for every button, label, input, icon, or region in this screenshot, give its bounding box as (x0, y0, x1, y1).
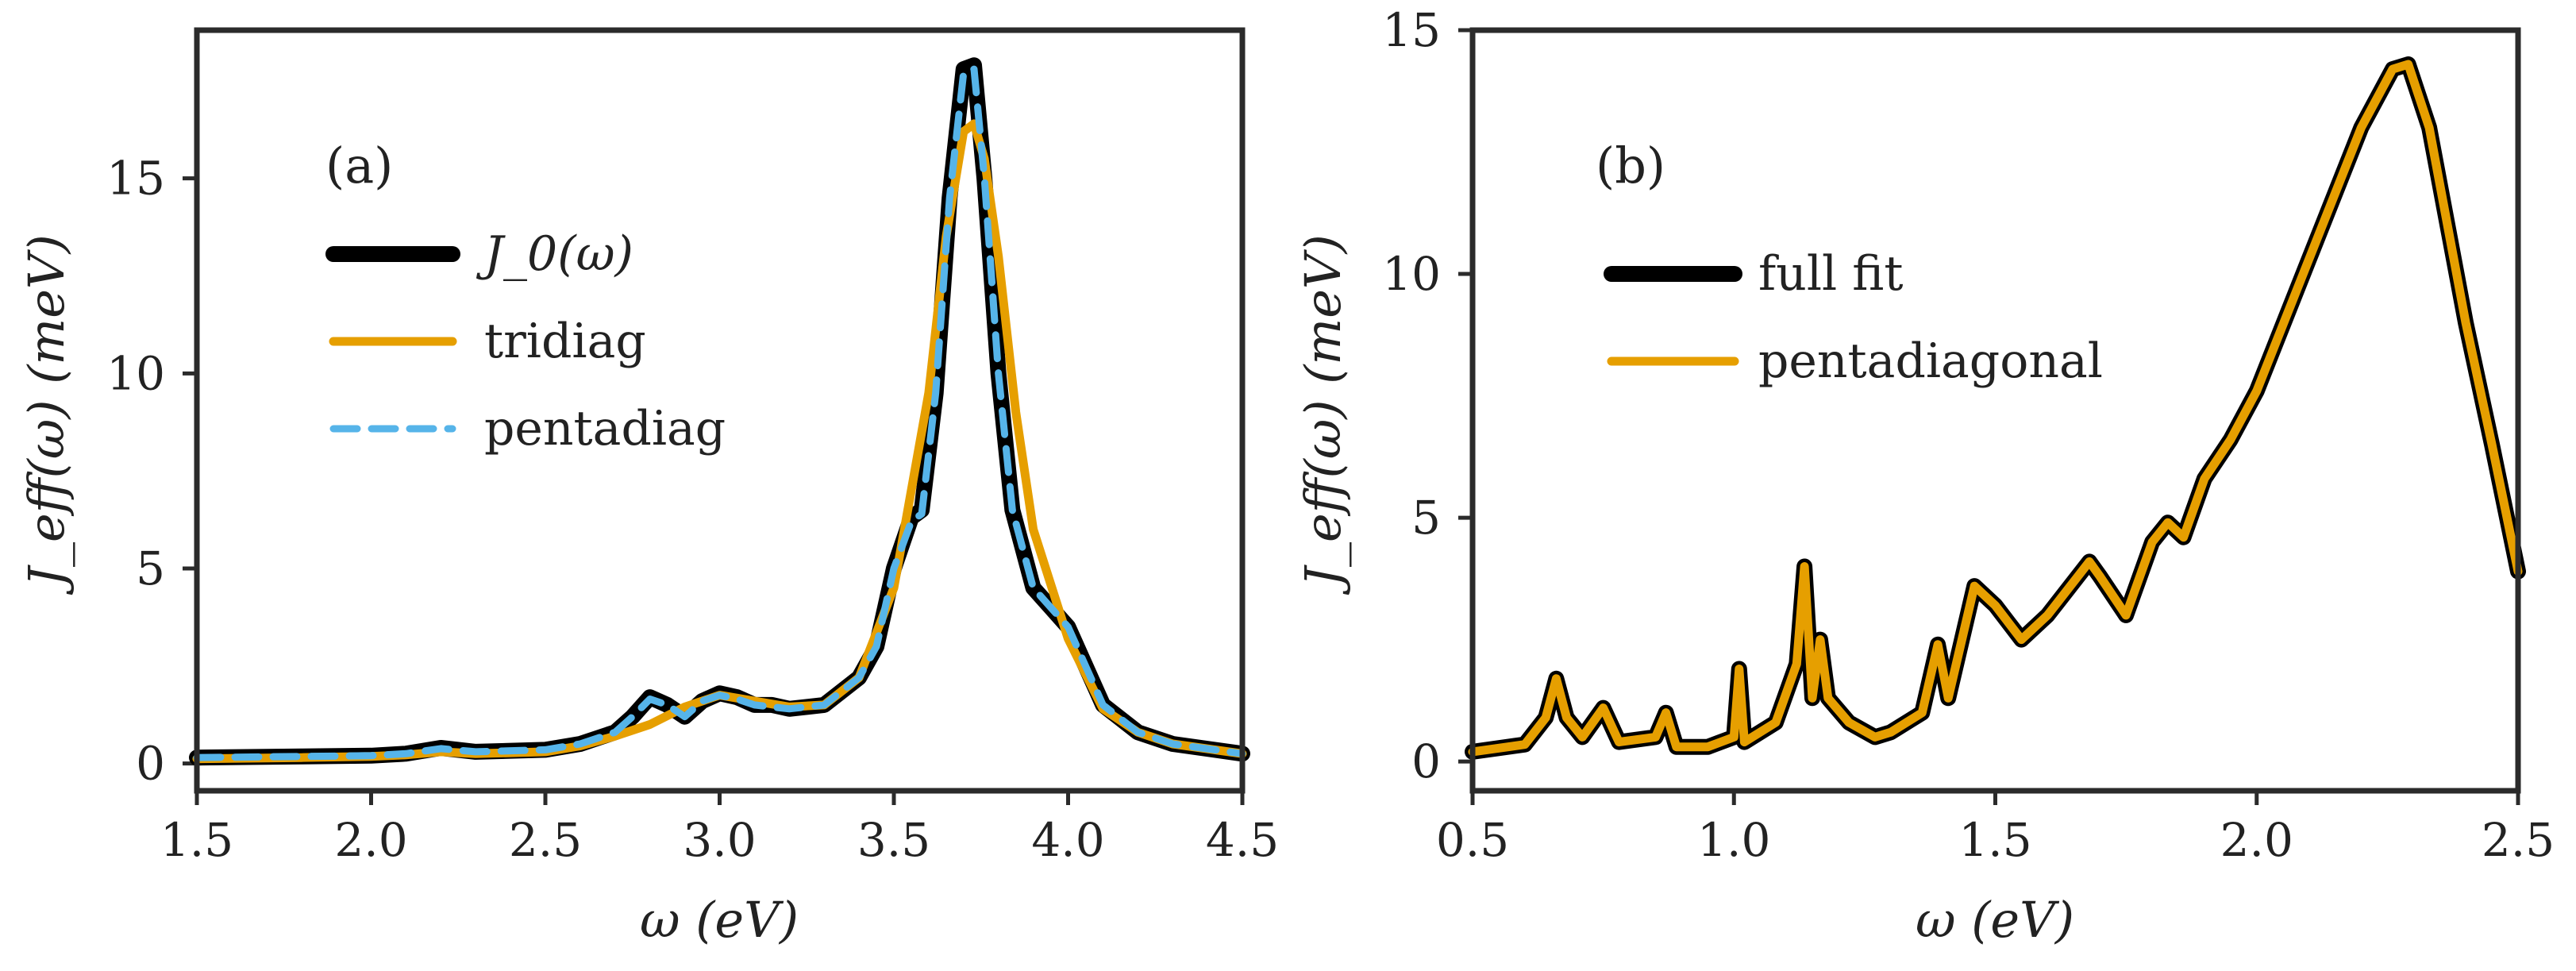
panel-b-tag: (b) (1596, 137, 1665, 195)
y-tick-label: 5 (136, 541, 165, 595)
y-tick-label: 15 (1382, 3, 1441, 57)
panel-b-legend: full fit pentadiagonal (1604, 246, 2103, 389)
y-tick-label: 15 (106, 152, 165, 206)
x-tick-label: 2.0 (334, 813, 407, 867)
series-line-pentadiagonal (1468, 60, 2523, 757)
panel-b-ylabel: J_eff(ω) (meV) (1294, 234, 1352, 595)
x-tick-label: 1.0 (1697, 813, 1770, 867)
legend-label: pentadiagonal (1758, 333, 2103, 389)
x-tick-label: 2.5 (2482, 813, 2555, 867)
panel-a: 1.5 2.0 2.5 3.0 3.5 4.0 4.5 0 5 10 15 (a) J_0(ω)tr… (17, 27, 1279, 949)
panel-a-xlabel: ω (eV) (640, 891, 799, 949)
x-tick-label: 2.5 (509, 813, 582, 867)
x-tick-label: 1.5 (160, 813, 233, 867)
y-tick-label: 10 (1382, 247, 1441, 301)
x-tick-label: 3.0 (683, 813, 756, 867)
x-tick-label: 3.5 (857, 813, 930, 867)
legend-label: pentadiag (484, 401, 726, 457)
panel-b: 0.5 1.0 1.5 2.0 2.5 0 5 10 15 (b) full fit pentad… (1294, 3, 2555, 949)
y-tick-label: 0 (1411, 734, 1441, 788)
series-line-pentadiag (193, 65, 1246, 761)
panel-b-frame (1469, 27, 2521, 794)
y-tick-label: 0 (136, 737, 165, 791)
panel-a-legend: J_0(ω)tridiag pentadiag (325, 226, 726, 457)
x-tick-label: 0.5 (1436, 813, 1509, 867)
x-tick-label: 1.5 (1958, 813, 2031, 867)
legend-label: full fit (1758, 246, 1903, 302)
y-tick-label: 10 (106, 346, 165, 400)
x-tick-label: 4.0 (1031, 813, 1104, 867)
x-tick-label: 2.0 (2220, 813, 2293, 867)
x-tick-label: 4.5 (1206, 813, 1279, 867)
panel-a-tag: (a) (325, 137, 393, 195)
legend-label: tridiag (484, 314, 646, 369)
y-tick-label: 5 (1411, 491, 1441, 545)
panel-a-frame (194, 27, 1246, 794)
legend-label: J_0(ω) (476, 226, 633, 282)
panel-b-xlabel: ω (eV) (1916, 891, 2074, 949)
panel-a-ylabel: J_eff(ω) (meV) (17, 234, 75, 595)
